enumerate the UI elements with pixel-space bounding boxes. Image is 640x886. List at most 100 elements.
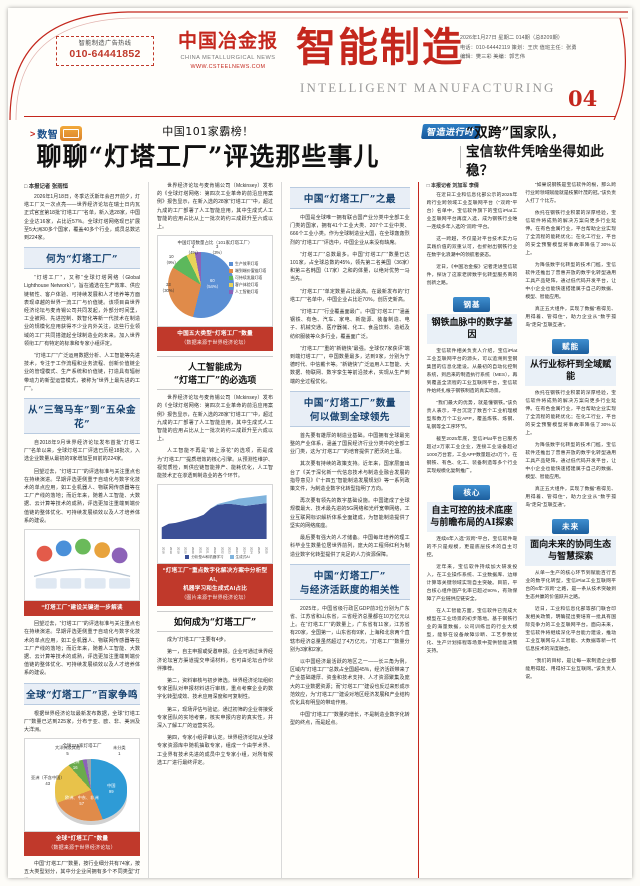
col3-heading-2-l2: 何以做到全球领先 (309, 411, 390, 423)
col2-para: 第三，现场评估与验证。通过初筛的企业将接受专家团队的实地考察，核实申报内容的真实… (157, 706, 274, 730)
col1-para: 回望过去，“灯塔工厂”的评选标准与关注重点也在持续演进。早期评选更侧重于自动化与… (24, 468, 141, 524)
masthead: 智能制造广告热线 010-64441852 中国冶金报 CHINA METALL… (8, 8, 632, 120)
area-chart-svg (161, 495, 267, 540)
china-pie-chart: 中国灯塔数量占比（101家灯塔工厂） 60 （54%） 33 （30%） 10 （9%… (160, 238, 271, 325)
col1-figure-caption: “灯塔工厂”建设关键进一步解读 (24, 601, 141, 617)
column-grid: □ 本报记者 张雨恒 2026年1月18日，冬季达沃斯年会召开前夕，灯塔工厂又一… (24, 182, 616, 878)
pie-slices (168, 252, 234, 319)
x-tick: 2024 (249, 546, 254, 554)
col3-heading-2: 中国“灯塔工厂”数量 何以做到全球领先 (290, 390, 410, 427)
lead-headline: 聊聊“灯塔工厂”评选那些事儿 (36, 142, 380, 171)
right-para: 宝信软件相关负责人介绍，宝信iPlat工业互联网平台的源头，可以追溯到宝钢集团的… (426, 349, 518, 394)
x-tick: 2019 (168, 546, 173, 554)
col3-heading-3-l1: 中国“灯塔工厂” (313, 570, 386, 582)
col3-heading-2-l1: 中国“灯塔工厂”数量 (303, 397, 396, 409)
right-column-1: □ 本报记者 刘加军 李倩 在近日工业和信息化部公示的2025年跨行业跨领域工业… (426, 182, 518, 878)
col1-para: 中国“灯塔工厂”数量，按行业细分共有74家，按五大类型划分，其中分企业间拥有多个… (24, 861, 141, 878)
issue-contacts: 电话：010-64442119 策划：王庆 值班主任：张勇 (460, 44, 577, 51)
issue-editors: 编辑：樊三彩 美编：郭艺伟 (460, 54, 525, 60)
col2-heading-1: 人工智能成为 “灯塔工厂”的必选项 (157, 356, 274, 391)
pie-label-1: 60 （54%） (204, 278, 221, 289)
issue-date: 2026年1月27日 星期二 014期（总8209期） (460, 35, 564, 41)
page-body: □ 本报记者 张雨恒 2026年1月18日，冬季达沃斯年会召开前夕，灯塔工厂又一… (8, 182, 632, 878)
col1-para: 根据世界经济论坛最新发布数据，全球“灯塔工厂”数量已达到225家，分布于亚、欧、… (24, 710, 141, 733)
col1-heading-2: 从“三驾马车”到“五朵金花” (24, 398, 141, 435)
ai-area-figure: 2018 2019 2019 2020 2020 2021 2021 2022 2022 2… (157, 484, 274, 565)
right-para: 近日，《中国冶金报》记者走进宝信软件，探访了这家老牌数字化转型服务商的创新之路。 (426, 265, 518, 286)
col2-para: 人工智能不再是“锦上添花”的选项，而是成为“灯塔工厂”提质增效的核心引擎。从预测… (157, 448, 274, 480)
right-section-1-badge: 钢基 (453, 297, 491, 312)
right-section-4-title: 面向未来的协同生态 与智慧探索 (525, 536, 616, 566)
china-pie-figure: 中国灯塔数量占比（101家灯塔工厂） 60 （54%） 33 （30%） 10 （9%… (157, 235, 274, 328)
col3-para: “灯塔工厂”总数最多。中国“灯塔工厂”数量已达101家，占全球总数的45%，领先… (290, 251, 410, 283)
right-column-2: “如果说钢铁是宝信软件的根，那么跨行业跨领域赋能就是枝繁叶茂的冠。”该负责人打了… (525, 182, 616, 878)
right-headline-divider (460, 146, 461, 168)
col2-para: 世界经济论坛与麦肯锡公司（Mckinsey）发布的《全球灯塔网络：第四次工业革命… (157, 395, 274, 443)
global-pie-caption: 全球“灯塔工厂”数量 （数据来源于世界经济论坛） (24, 832, 141, 857)
column-divider (281, 182, 282, 878)
ai-area-caption-l1: “灯塔工厂”重点数字化解决方案中分析型AI、 (162, 568, 268, 584)
right-para: 从单一生产的核心环节到赋能百行百业的数字化转型，宝信iPlat工业互联网平台的6… (525, 571, 616, 600)
section-subtitle: INTELLIGENT MANUFACTURING (300, 80, 556, 95)
right-section-3-badge: 核心 (453, 485, 491, 500)
right-para: 近年来，宝信软件持续加大研发投入，在工业操作系统、工业数据库、边缘计算等关键领域… (426, 565, 518, 602)
area-legend: 分析型AI和机器学习 生成式AI (160, 555, 270, 560)
col3-para: 中国“灯塔工厂”数量的增长，不是制造业数字化转型的终点，而是起点。 (290, 712, 410, 727)
right-section-2-title: 从行业标杆到全域赋能 (525, 356, 616, 386)
x-tick: 2024 (242, 546, 247, 554)
global-pie-caption-l2: （数据来源于世界经济论坛） (48, 845, 116, 852)
col1-heading-1: 何为“灯塔工厂” (24, 247, 141, 270)
right-section-2-badge-wrap: 赋能 (525, 336, 616, 354)
col2-para: 第一，自主申报或受邀申报。企业可通过世界经济论坛官方渠道提交申请材料，也可由论坛… (157, 649, 274, 672)
col2-para: 第二，资料审核与初步筛选。世界经济论坛组织专家团队对申报材料进行审核，重点考察企… (157, 678, 274, 701)
right-para: 为降低数字化转型的技术门槛，宝信软件还推出了普惠开放的数字化转型通用工具产品矩阵… (525, 443, 616, 480)
paper-website: WWW.CSTEELNEWS.COM (190, 64, 266, 70)
global-pie-chart: 全球225家灯塔工厂 中国 99 欧洲、中东、非洲 57 亚洲（不含中国） 43 美洲… (27, 741, 138, 830)
legend-item: 人工智能灯塔 (228, 288, 266, 295)
section-divider (417, 182, 419, 878)
right-para: 依托在钢铁行业积累的深厚经验，宝信软件将成熟的解决方案向更多行业延伸。在有色金属… (525, 211, 616, 256)
col3-para: “灯塔工厂”重的“新链快”最强。全球仅7家获评“端到端灯塔工厂”，中国数量最多，… (290, 345, 410, 385)
factory-icon (60, 126, 83, 141)
right-para: 截至2025年底，宝信iPlat平台已服务超过2万家工业企业，连接工业设备超过1… (426, 437, 518, 474)
col2-heading-1-l1: 人工智能成为 (188, 363, 243, 374)
ad-hotline-number: 010-64441852 (69, 48, 141, 60)
col3-para: 2025年，中国省级行政区GDP前3位分别为广东省、江苏省和山东省，三省经济总量… (290, 605, 410, 653)
ai-area-caption-l2: 机器学习和生成式AI占比 (183, 586, 248, 593)
right-para: 为降低数字化转型的技术门槛，宝信软件还推出了普惠开放的数字化转型通用工具产品矩阵… (525, 263, 616, 300)
right-lead-headline-l2: 宝信软件凭啥坐得如此稳？ (466, 144, 604, 179)
section-title: 智能制造 (296, 24, 464, 71)
column-3: 中国“灯塔工厂”之最 中国是全球唯一拥有联合国产业分类中全部工业门类的国家，拥有… (290, 182, 410, 878)
column-2: 世界经济论坛与麦肯锡公司（Mckinsey）发布的《全球灯塔网络：第四次工业革命… (157, 182, 274, 878)
paper-name-en: CHINA METALLURGICAL NEWS (180, 55, 276, 61)
right-para: 连续6年入选“双跨”平台，宝信软件靠的不只是规模，更是底层技术的自主可控。 (426, 537, 518, 558)
pie-label-emea: 欧洲、中东、非洲 57 (65, 795, 99, 806)
x-tick: 2022 (212, 546, 217, 554)
pie-slices (55, 759, 127, 822)
right-section-4-badge: 未来 (552, 519, 590, 534)
col1-para: 回望过去，“灯塔工厂”的评选标准与关注重点也在持续演进。早期评选更侧重于自动化与… (24, 621, 141, 677)
china-pie-title: 中国灯塔数量占比（101家灯塔工厂） (177, 240, 253, 246)
lead-tag: > 数智 (30, 126, 83, 141)
x-tick: 2021 (205, 546, 210, 554)
col3-para: “灯塔工厂”单定数量占比最高。在最新发布的“灯塔工厂”名单中，中国企业占比近70… (290, 288, 410, 303)
x-tick: 2020 (183, 546, 188, 554)
pie-label-other: 未分类 1 (113, 745, 126, 756)
x-tick: 2022 (220, 546, 225, 554)
right-section-3-title-l1: 自主可控的技术底座 (431, 506, 513, 516)
right-para: 依托在钢铁行业积累的深厚经验，宝信软件将成熟的解决方案向更多行业延伸。在有色金属… (525, 391, 616, 436)
column-divider (148, 182, 149, 878)
right-lead-headline: “双跨”国家队， 宝信软件凭啥坐得如此稳？ (466, 124, 626, 181)
lead-kicker: 中国101家霸榜！ (162, 125, 254, 138)
col3-para: 其次要有持续的政策支持。近年来，国家层面出台了《关于深化新一代信息技术与制造业融… (290, 461, 410, 493)
x-tick: 2019 (176, 546, 181, 554)
china-pie-caption-l1: 中国五大类型“灯塔工厂”数量 (177, 331, 253, 338)
column-1: □ 本报记者 张雨恒 2026年1月18日，冬季达沃斯年会召开前夕，灯塔工厂又一… (24, 182, 141, 878)
legend-item: 生产效率灯塔 (228, 260, 266, 267)
ai-adoption-area-chart: 2018 2019 2019 2020 2020 2021 2021 2022 2022 2… (160, 487, 271, 562)
col3-heading-1: 中国“灯塔工厂”之最 (290, 187, 410, 209)
pie-label-2: 33 （30%） (160, 282, 177, 293)
masthead-rule (24, 116, 616, 117)
right-section-3-badge-wrap: 核心 (427, 482, 518, 500)
